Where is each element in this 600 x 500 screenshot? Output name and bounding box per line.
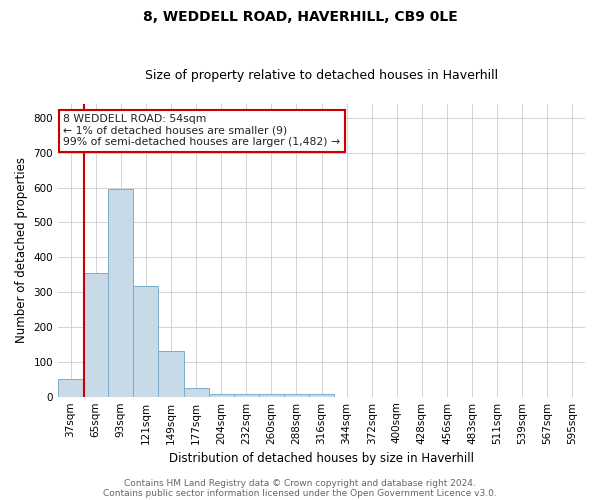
Bar — [184, 388, 209, 396]
Y-axis label: Number of detached properties: Number of detached properties — [15, 158, 28, 344]
Bar — [158, 352, 184, 397]
Bar — [259, 394, 284, 396]
Text: 8 WEDDELL ROAD: 54sqm
← 1% of detached houses are smaller (9)
99% of semi-detach: 8 WEDDELL ROAD: 54sqm ← 1% of detached h… — [64, 114, 340, 148]
Text: Contains public sector information licensed under the Open Government Licence v3: Contains public sector information licen… — [103, 488, 497, 498]
Bar — [108, 190, 133, 396]
Text: Contains HM Land Registry data © Crown copyright and database right 2024.: Contains HM Land Registry data © Crown c… — [124, 478, 476, 488]
Bar — [309, 394, 334, 396]
Bar — [83, 273, 108, 396]
Bar — [133, 286, 158, 397]
X-axis label: Distribution of detached houses by size in Haverhill: Distribution of detached houses by size … — [169, 452, 474, 465]
Title: Size of property relative to detached houses in Haverhill: Size of property relative to detached ho… — [145, 69, 498, 82]
Bar — [209, 394, 233, 396]
Bar — [58, 380, 83, 396]
Bar — [284, 394, 309, 396]
Bar — [233, 394, 259, 396]
Text: 8, WEDDELL ROAD, HAVERHILL, CB9 0LE: 8, WEDDELL ROAD, HAVERHILL, CB9 0LE — [143, 10, 457, 24]
